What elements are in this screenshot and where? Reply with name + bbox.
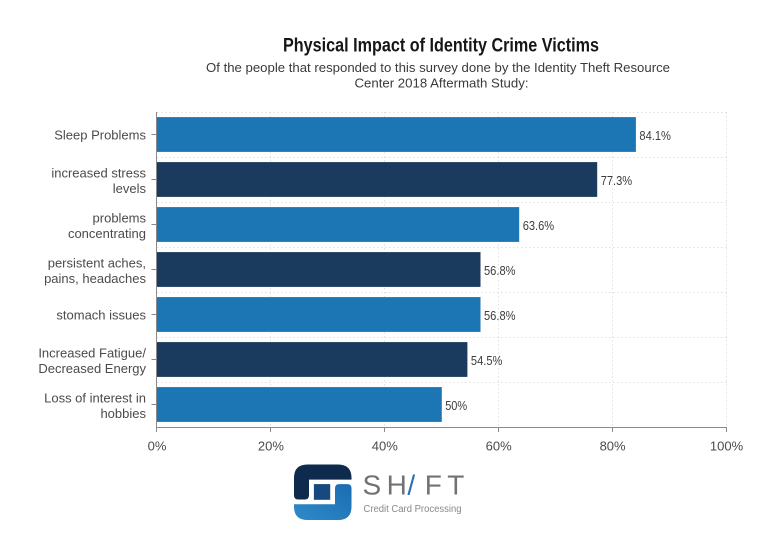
- svg-text:hobbies: hobbies: [100, 406, 146, 421]
- svg-text:Sleep Problems: Sleep Problems: [54, 128, 146, 143]
- svg-text:50%: 50%: [445, 399, 467, 413]
- svg-text:persistent aches,: persistent aches,: [48, 256, 146, 271]
- svg-text:concentrating: concentrating: [68, 226, 146, 241]
- svg-text:77.3%: 77.3%: [601, 174, 633, 188]
- svg-text:100%: 100%: [710, 439, 744, 454]
- svg-text:40%: 40%: [372, 439, 398, 454]
- svg-text:Decreased Energy: Decreased Energy: [38, 361, 146, 376]
- svg-text:20%: 20%: [258, 439, 284, 454]
- svg-text:60%: 60%: [486, 439, 512, 454]
- svg-text:Physical Impact of Identity Cr: Physical Impact of Identity Crime Victim…: [283, 35, 599, 56]
- svg-text:levels: levels: [113, 181, 147, 196]
- svg-text:56.8%: 56.8%: [484, 264, 516, 278]
- svg-text:Loss of interest in: Loss of interest in: [44, 391, 146, 406]
- svg-text:pains, headaches: pains, headaches: [44, 271, 146, 286]
- svg-text:54.5%: 54.5%: [471, 354, 503, 368]
- svg-text:Of the people that responded t: Of the people that responded to this sur…: [206, 60, 670, 75]
- svg-text:Increased Fatigue/: Increased Fatigue/: [38, 346, 146, 361]
- svg-text:Center 2018 Aftermath Study:: Center 2018 Aftermath Study:: [355, 76, 529, 91]
- svg-text:0%: 0%: [148, 439, 167, 454]
- svg-text:Credit Card Processing: Credit Card Processing: [364, 504, 462, 515]
- svg-text:SH/FT: SH/FT: [363, 470, 470, 501]
- svg-text:problems: problems: [93, 211, 147, 226]
- svg-text:increased stress: increased stress: [51, 166, 146, 181]
- svg-text:84.1%: 84.1%: [639, 129, 671, 143]
- svg-text:stomach issues: stomach issues: [56, 308, 146, 323]
- svg-text:63.6%: 63.6%: [523, 219, 555, 233]
- svg-text:56.8%: 56.8%: [484, 309, 516, 323]
- svg-text:80%: 80%: [600, 439, 626, 454]
